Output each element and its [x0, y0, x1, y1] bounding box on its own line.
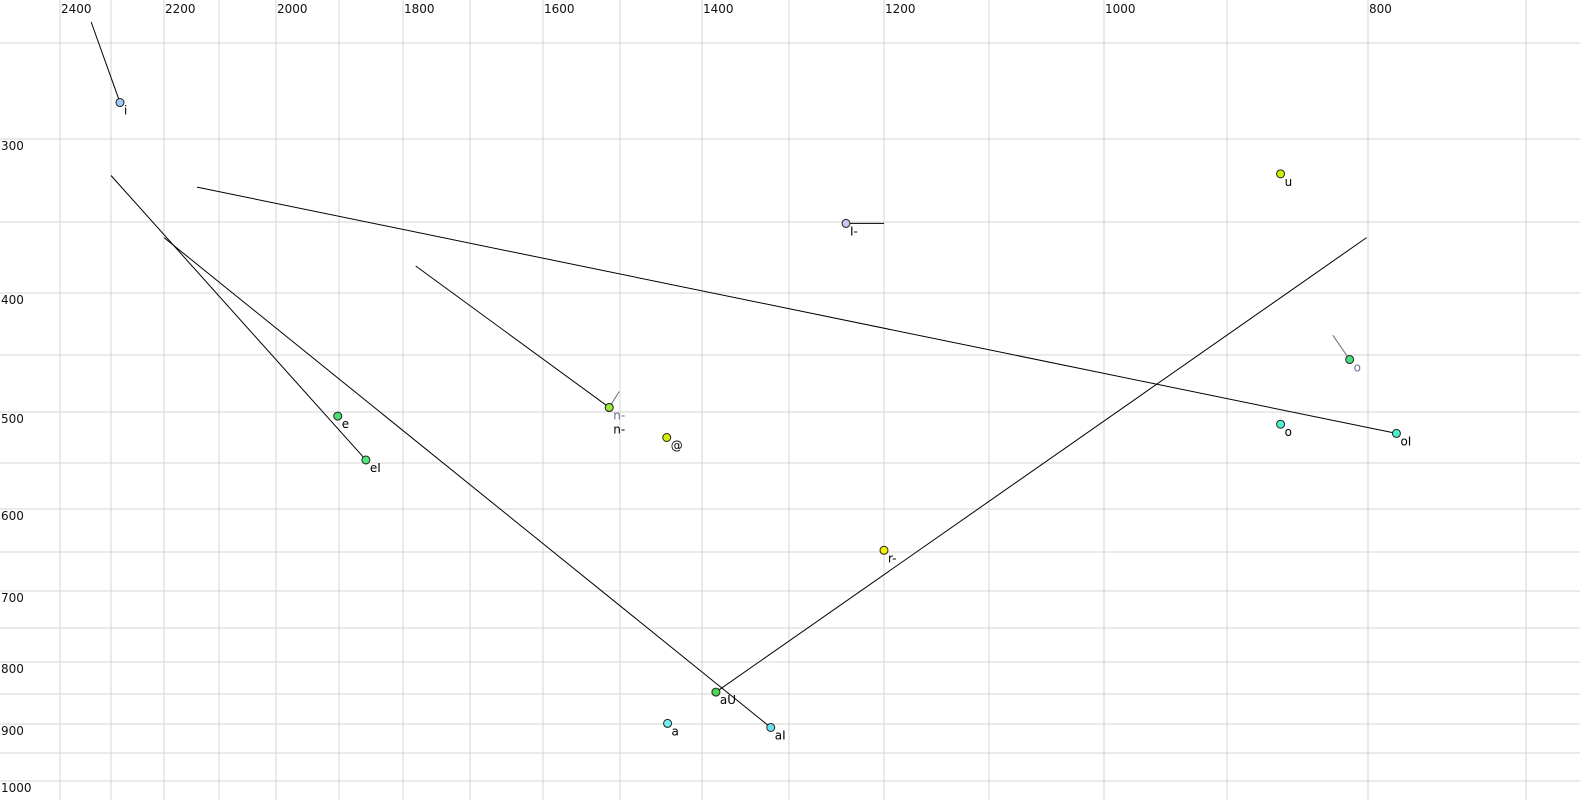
data-point	[333, 411, 343, 421]
point-label: a	[672, 724, 679, 738]
y-tick-label: 800	[1, 662, 24, 676]
x-tick-label: 1000	[1105, 2, 1136, 16]
data-points: i I-n-n- @ u o o oI e eI r-aU a aI	[90, 21, 1411, 742]
x-tick-label: 1600	[544, 2, 575, 16]
x-tick-label: 2200	[165, 2, 196, 16]
point-label: oI	[1400, 434, 1411, 448]
trajectory-line	[196, 186, 1397, 434]
data-point	[711, 687, 721, 697]
point-label: n-	[613, 408, 625, 422]
point-label: i	[124, 104, 127, 118]
y-tick-label: 500	[1, 412, 24, 426]
data-point	[1276, 169, 1286, 179]
y-axis-ticks: 300 400 500 600 700 800 900 1000	[1, 139, 32, 795]
data-point	[663, 718, 673, 728]
x-tick-label: 2400	[61, 2, 92, 16]
data-point	[604, 402, 614, 412]
point-label: e	[342, 417, 349, 431]
point-label: aI	[775, 728, 786, 742]
data-point	[361, 455, 371, 465]
point-label: r-	[888, 551, 897, 565]
x-tick-label: 800	[1369, 2, 1392, 16]
y-tick-label: 600	[1, 509, 24, 523]
y-tick-label: 300	[1, 139, 24, 153]
data-point	[879, 545, 889, 555]
x-tick-label: 1400	[703, 2, 734, 16]
point-trail	[1332, 334, 1351, 360]
y-tick-label: 400	[1, 293, 24, 307]
y-tick-label: 700	[1, 591, 24, 605]
point-label: o	[1354, 361, 1361, 375]
data-point	[1391, 428, 1401, 438]
point-label: I-	[850, 224, 858, 238]
data-point	[841, 218, 851, 228]
point-label: o	[1285, 425, 1292, 439]
x-axis-ticks: 2400 2200 2000 1800 1600 1400 1200 1000 800	[61, 2, 1392, 16]
trajectory-line	[415, 265, 610, 408]
data-point	[115, 98, 125, 108]
point-label: eI	[370, 461, 381, 475]
trajectory-line	[715, 237, 1367, 693]
point-trail	[90, 21, 121, 103]
x-tick-label: 1800	[404, 2, 435, 16]
point-label: u	[1285, 175, 1293, 189]
y-tick-label: 1000	[1, 781, 32, 795]
data-point	[662, 433, 672, 442]
point-label: n-	[613, 422, 625, 436]
point-label: aU	[720, 693, 736, 707]
trajectory-lines	[110, 175, 1397, 728]
data-point	[766, 722, 776, 732]
x-tick-label: 1200	[885, 2, 916, 16]
trajectory-line	[163, 237, 772, 728]
x-tick-label: 2000	[277, 2, 308, 16]
point-label: @	[671, 439, 683, 453]
y-tick-label: 900	[1, 724, 24, 738]
data-point	[1276, 419, 1286, 429]
data-point	[1345, 355, 1355, 365]
trajectory-line	[110, 175, 367, 461]
